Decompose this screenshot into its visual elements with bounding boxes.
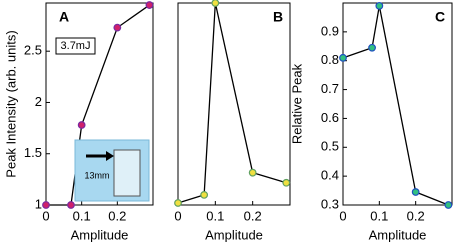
axes-frame — [342, 2, 453, 206]
inset-label: 13mm — [84, 170, 109, 180]
data-line — [177, 2, 287, 204]
data-point — [174, 199, 182, 207]
x-axis-label: Amplitude — [205, 227, 263, 242]
data-point — [145, 1, 154, 9]
y-tick-label: 2 — [35, 94, 42, 109]
data-point — [211, 0, 220, 7]
y-tick-label: 1.5 — [24, 145, 42, 160]
data-point — [42, 201, 50, 209]
data-point — [282, 178, 291, 187]
annotation-box — [55, 37, 96, 55]
data-point — [113, 23, 122, 32]
data-point — [368, 43, 376, 52]
y-tick-label: 2.5 — [24, 43, 42, 58]
y-tick-label: 0.4 — [321, 168, 339, 183]
y-tick-label: 1 — [35, 196, 42, 211]
x-axis-label: Amplitude — [71, 227, 129, 242]
x-tick-label: 0 — [339, 208, 346, 223]
x-tick-label: 0.1 — [73, 208, 91, 223]
x-tick-label: 0.1 — [206, 208, 224, 223]
data-line — [342, 5, 449, 206]
data-point — [339, 53, 347, 62]
axes-frame — [45, 2, 154, 206]
data-point — [200, 190, 209, 199]
axes-frame — [177, 2, 291, 206]
annotation: 3.7mJ — [61, 40, 91, 52]
x-tick-label: 0.2 — [407, 208, 425, 223]
data-point — [77, 121, 86, 129]
x-tick-label: 0 — [174, 208, 181, 223]
panel-label: A — [59, 9, 69, 25]
x-tick-label: 0 — [42, 208, 49, 223]
panel-label: C — [435, 9, 445, 25]
inset-photo — [74, 139, 150, 202]
data-point — [444, 201, 453, 209]
x-tick-label: 0.2 — [108, 208, 126, 223]
y-axis-label: Peak Intensity (arb. units) — [3, 30, 18, 177]
data-point — [411, 188, 420, 196]
y-tick-label: 0.5 — [321, 139, 339, 154]
y-tick-label: 0.9 — [321, 23, 339, 38]
y-tick-label: 0.7 — [321, 81, 339, 96]
y-tick-label: 0.3 — [321, 196, 339, 211]
x-tick-label: 0.1 — [370, 208, 388, 223]
y-tick-label: 0.8 — [321, 52, 339, 67]
x-tick-label: 0.2 — [244, 208, 262, 223]
data-point — [248, 168, 257, 177]
x-axis-label: Amplitude — [369, 227, 427, 242]
panel-label: B — [273, 9, 283, 25]
data-point — [67, 201, 75, 209]
y-tick-label: 0.6 — [321, 110, 339, 125]
y-axis-label: Relative Peak — [289, 63, 304, 144]
data-point — [375, 1, 384, 10]
